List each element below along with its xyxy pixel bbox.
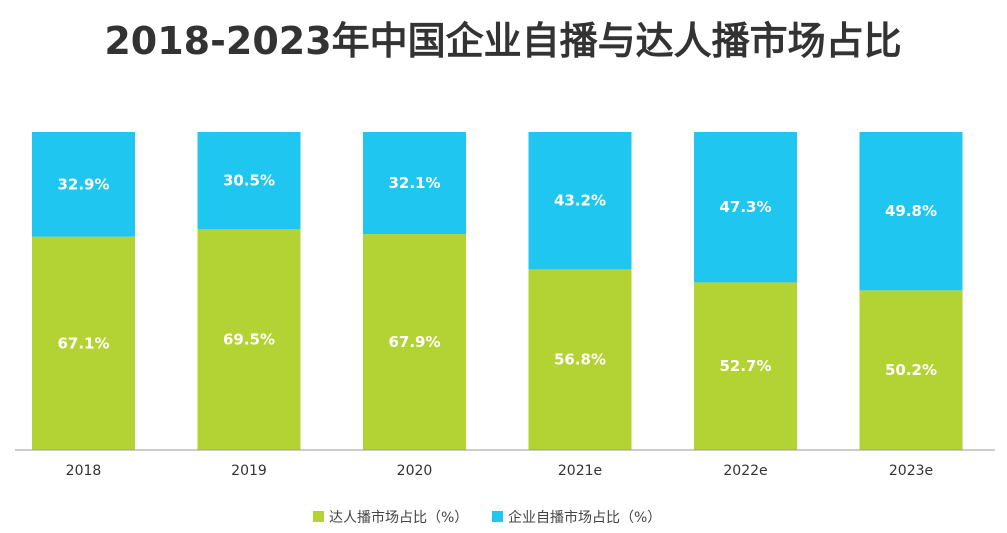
legend-label-enterprise: 企业自播市场占比（%） <box>508 509 661 526</box>
bar-enterprise-2018 <box>32 132 135 237</box>
legend-label-influencer: 达人播市场占比（%） <box>329 509 468 526</box>
data-label-influencer-2021e: 56.8% <box>554 351 606 369</box>
legend-swatch-influencer <box>313 511 324 522</box>
bar-enterprise-2023e <box>859 132 963 291</box>
x-tick-labels: 2018 2019 2020 2021e 2022e 2023e <box>66 463 933 479</box>
bar-enterprise-2020 <box>363 132 466 235</box>
data-label-influencer-2023e: 50.2% <box>885 361 937 379</box>
legend-swatch-enterprise <box>492 511 503 522</box>
bar-enterprise-2019 <box>197 132 301 229</box>
data-label-enterprise-2021e: 43.2% <box>554 192 606 210</box>
data-label-influencer-2019: 69.5% <box>223 330 275 348</box>
bar-influencer-2021e <box>528 269 632 450</box>
bar-enterprise-2022e <box>694 132 797 283</box>
x-tick-label-2018: 2018 <box>66 463 102 479</box>
x-tick-label-2022e: 2022e <box>723 463 767 479</box>
chart-title: 2018-2023年中国企业自播与达人播市场占比 <box>104 19 901 63</box>
bar-influencer-2019 <box>197 228 301 450</box>
x-tick-label-2020: 2020 <box>397 463 433 479</box>
bar-enterprise-2021e <box>528 132 632 270</box>
data-label-enterprise-2020: 32.1% <box>388 174 440 192</box>
data-label-enterprise-2019: 30.5% <box>223 171 275 189</box>
legend: 达人播市场占比（%） 企业自播市场占比（%） <box>313 509 661 526</box>
bar-influencer-2022e <box>694 282 797 450</box>
data-label-enterprise-2022e: 47.3% <box>719 198 771 216</box>
x-tick-label-2023e: 2023e <box>889 463 933 479</box>
bar-influencer-2023e <box>859 290 963 450</box>
data-label-enterprise-2018: 32.9% <box>57 175 109 193</box>
bar-influencer-2018 <box>32 236 135 450</box>
x-tick-label-2021e: 2021e <box>558 463 602 479</box>
data-label-influencer-2020: 67.9% <box>388 333 440 351</box>
data-label-enterprise-2023e: 49.8% <box>885 202 937 220</box>
bar-influencer-2020 <box>363 234 466 450</box>
data-label-influencer-2018: 67.1% <box>57 334 109 352</box>
bars-group: 67.1% 32.9% 69.5% 30.5% 67.9% 32.1% 56.8% 43.2%… <box>32 132 963 450</box>
x-tick-label-2019: 2019 <box>231 463 267 479</box>
data-label-influencer-2022e: 52.7% <box>719 357 771 375</box>
